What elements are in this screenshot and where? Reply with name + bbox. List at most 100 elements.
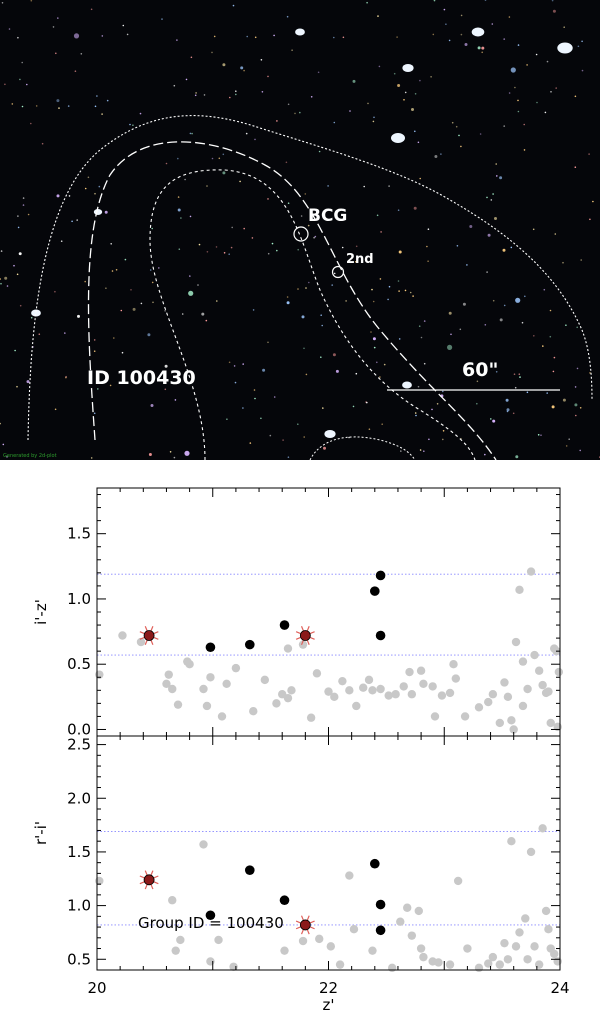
star <box>90 457 93 459</box>
star <box>38 333 41 336</box>
bright-source <box>402 64 414 72</box>
star <box>588 153 590 155</box>
star <box>519 376 521 378</box>
field-galaxy-point <box>118 631 127 640</box>
star <box>411 108 414 111</box>
field-galaxy-point <box>518 701 528 711</box>
field-galaxies <box>95 567 564 734</box>
star <box>19 78 21 81</box>
star <box>404 289 407 292</box>
contour-fragment <box>309 436 416 460</box>
star <box>376 214 379 217</box>
star <box>423 450 425 453</box>
star <box>427 260 429 263</box>
star <box>229 96 231 99</box>
star <box>333 121 336 124</box>
y-tick-label: 1.0 <box>67 590 91 608</box>
star <box>445 23 447 26</box>
bcg-label: BCG <box>308 206 347 226</box>
star <box>30 122 32 125</box>
bright-source <box>93 209 103 215</box>
star <box>592 200 594 203</box>
star <box>151 281 154 284</box>
star <box>254 397 256 400</box>
star <box>0 250 3 252</box>
field-galaxy-point <box>553 957 562 966</box>
field-galaxy-point <box>488 952 498 962</box>
star <box>506 410 509 413</box>
field-galaxy-point <box>515 928 524 937</box>
x-tick-label: 24 <box>550 979 569 997</box>
star <box>370 331 372 333</box>
star <box>233 365 236 367</box>
field-galaxy-point <box>171 946 180 955</box>
star <box>80 53 83 55</box>
star <box>297 423 299 426</box>
star <box>323 446 326 450</box>
field-galaxy-point <box>214 935 223 945</box>
second-label: 2nd <box>346 252 374 267</box>
star <box>74 70 77 72</box>
star <box>552 370 555 373</box>
y-axis-label-bottom: r'-i' <box>32 821 50 845</box>
star <box>581 40 583 43</box>
star <box>397 84 401 87</box>
star <box>377 15 379 17</box>
star <box>235 90 237 92</box>
field-galaxy-point <box>460 712 470 721</box>
y-tick-label: 1.5 <box>67 843 91 861</box>
panel-iz: 0.0 0.5 1.0 1.5 i'-z' <box>32 487 564 738</box>
star <box>432 33 435 36</box>
star <box>16 273 19 276</box>
star <box>327 185 329 187</box>
member-galaxy-point <box>279 620 290 630</box>
star <box>245 132 248 135</box>
star <box>579 449 581 452</box>
star <box>495 163 498 165</box>
star <box>575 414 577 417</box>
star <box>460 145 462 148</box>
star <box>52 26 55 28</box>
bright-source <box>391 133 405 143</box>
star <box>576 367 579 370</box>
star <box>574 403 578 407</box>
y-tick-label: 2.5 <box>67 736 91 754</box>
star <box>132 124 134 126</box>
star <box>409 291 412 294</box>
star <box>303 347 305 350</box>
field-galaxy-point <box>136 637 146 647</box>
star <box>335 369 339 373</box>
star <box>56 99 60 103</box>
star <box>551 405 555 409</box>
star <box>549 309 552 312</box>
star <box>417 385 420 388</box>
star <box>373 346 376 349</box>
star <box>30 0 33 2</box>
field-galaxy-point <box>554 667 564 677</box>
star <box>297 248 300 251</box>
star <box>540 434 542 437</box>
field-galaxy-point <box>202 701 212 711</box>
star <box>492 299 495 302</box>
field-galaxy-point <box>445 688 455 698</box>
star <box>253 389 256 391</box>
star <box>164 388 167 391</box>
star <box>276 249 278 252</box>
bright-source <box>295 28 305 36</box>
star <box>17 215 19 217</box>
star <box>115 269 118 271</box>
field-galaxy-point <box>330 692 339 702</box>
star <box>169 451 172 453</box>
star <box>372 300 375 303</box>
star <box>546 60 549 63</box>
star <box>321 324 324 327</box>
star <box>363 185 366 188</box>
field-galaxy-point <box>526 567 536 576</box>
star <box>282 439 284 441</box>
star <box>215 246 218 248</box>
field-galaxies <box>95 824 562 973</box>
field-galaxy-point <box>168 896 177 905</box>
star <box>273 34 275 37</box>
field-galaxy-point <box>391 690 400 699</box>
star <box>4 83 6 86</box>
